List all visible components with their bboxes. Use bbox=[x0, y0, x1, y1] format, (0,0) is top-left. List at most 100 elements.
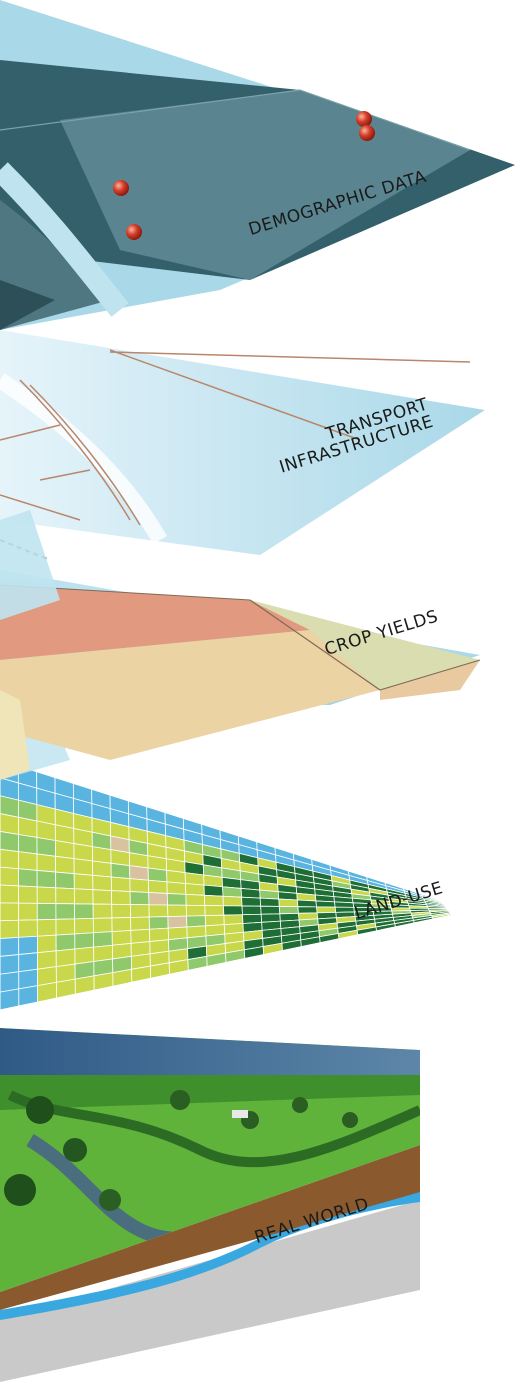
land-use-cell bbox=[74, 975, 95, 995]
land-use-cell bbox=[36, 902, 57, 921]
land-use-cell bbox=[91, 846, 112, 864]
land-use-cell bbox=[185, 893, 206, 906]
land-use-cell bbox=[241, 905, 262, 916]
land-use-cell bbox=[260, 905, 281, 915]
land-use-cell bbox=[92, 874, 112, 892]
land-use-cell bbox=[334, 901, 355, 908]
land-use-cell bbox=[111, 917, 132, 933]
land-use-cell bbox=[92, 917, 113, 934]
land-use-cell bbox=[222, 895, 243, 907]
land-use-cell bbox=[0, 830, 19, 853]
land-use-cell bbox=[18, 833, 38, 855]
land-use-cell bbox=[148, 916, 169, 930]
land-use-cell bbox=[74, 932, 95, 950]
land-use-cell bbox=[223, 905, 243, 916]
land-use-cell bbox=[110, 876, 131, 892]
land-use-cell bbox=[186, 915, 207, 928]
land-use-cell bbox=[18, 902, 38, 921]
land-use-cell bbox=[36, 886, 57, 904]
land-use-cell bbox=[147, 879, 168, 894]
land-use-cell bbox=[111, 930, 132, 946]
land-use-cell bbox=[73, 873, 94, 891]
land-use-cell bbox=[93, 972, 114, 991]
land-use-cell bbox=[149, 927, 169, 942]
land-use-cell bbox=[18, 952, 38, 973]
land-use-cell bbox=[18, 851, 38, 871]
transport-infrastructure-layer bbox=[0, 330, 485, 620]
land-use-cell bbox=[73, 888, 94, 905]
land-use-cell bbox=[204, 905, 225, 917]
land-use-cell bbox=[204, 894, 224, 907]
land-use-cell bbox=[241, 896, 262, 907]
crop-yields-layer bbox=[0, 570, 481, 780]
land-use-cell bbox=[93, 931, 113, 948]
demographic-data-layer bbox=[0, 0, 515, 330]
land-use-cell bbox=[18, 816, 38, 838]
land-use-cell bbox=[185, 904, 206, 917]
land-use-cell bbox=[36, 869, 57, 889]
land-use-layer bbox=[0, 759, 453, 1011]
land-use-cell bbox=[167, 915, 188, 929]
land-use-cell bbox=[55, 918, 76, 936]
land-use-cell bbox=[55, 933, 76, 952]
land-use-cell bbox=[0, 848, 19, 870]
land-use-cell bbox=[334, 906, 355, 913]
land-use-cell bbox=[18, 868, 38, 888]
land-use-cell bbox=[278, 906, 299, 915]
land-use-cell bbox=[296, 899, 317, 908]
land-use-cell bbox=[0, 866, 19, 887]
land-use-cell bbox=[278, 898, 299, 908]
land-use-cell bbox=[130, 916, 150, 931]
land-use-cell bbox=[130, 928, 151, 944]
land-use-cell bbox=[315, 900, 336, 908]
land-use-cell bbox=[18, 919, 38, 938]
land-use-cell bbox=[0, 919, 20, 939]
land-use-cell bbox=[167, 904, 187, 917]
land-use-cell bbox=[0, 813, 19, 835]
land-use-cell bbox=[148, 904, 169, 918]
land-use-cell bbox=[166, 869, 186, 884]
land-use-cell bbox=[55, 948, 76, 968]
land-use-cell bbox=[18, 885, 38, 904]
land-use-cell bbox=[240, 887, 261, 899]
land-use-cell bbox=[37, 950, 57, 970]
land-use-cell bbox=[111, 890, 131, 905]
land-use-cell bbox=[55, 871, 75, 890]
land-use-cell bbox=[111, 903, 131, 919]
land-use-cell bbox=[0, 884, 20, 904]
land-use-cell bbox=[55, 903, 76, 920]
land-use-cell bbox=[36, 934, 57, 954]
land-use-cell bbox=[36, 918, 57, 937]
land-use-cell bbox=[73, 858, 94, 876]
land-use-cell bbox=[184, 872, 205, 886]
land-use-cell bbox=[36, 837, 56, 857]
land-use-cell bbox=[92, 903, 113, 919]
land-use-cell bbox=[223, 914, 244, 926]
land-use-cell bbox=[55, 887, 75, 905]
land-use-cell bbox=[74, 917, 94, 935]
land-use-cell bbox=[259, 889, 280, 900]
land-use-cell bbox=[73, 843, 93, 862]
land-use-cell bbox=[185, 883, 205, 896]
land-use-cell bbox=[277, 891, 298, 901]
land-use-cell bbox=[148, 892, 168, 906]
land-use-cell bbox=[204, 914, 225, 927]
land-use-cell bbox=[242, 913, 263, 924]
land-use-cell bbox=[129, 865, 149, 881]
land-use-cell bbox=[166, 893, 187, 906]
land-use-cell bbox=[166, 881, 187, 895]
real-world-layer bbox=[0, 1028, 420, 1382]
land-use-cell bbox=[129, 891, 150, 906]
land-use-cell bbox=[112, 968, 133, 987]
land-use-cell bbox=[316, 906, 337, 914]
land-use-cell bbox=[55, 840, 75, 860]
land-use-cell bbox=[0, 902, 20, 922]
land-use-cell bbox=[129, 878, 150, 893]
land-use-cell bbox=[0, 936, 20, 957]
land-use-cell bbox=[259, 897, 280, 907]
land-use-cell bbox=[297, 906, 318, 914]
land-use-cell bbox=[147, 867, 168, 883]
land-use-cell bbox=[36, 853, 57, 873]
